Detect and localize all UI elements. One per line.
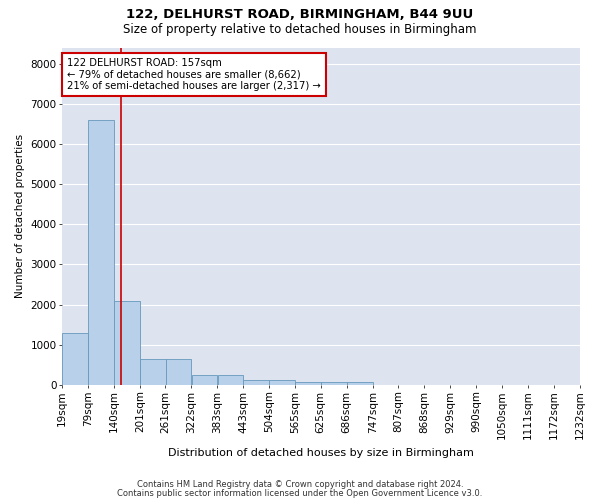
Bar (295, 382, 321, 385)
Bar (62, 332, 88, 385)
Text: Size of property relative to detached houses in Birmingham: Size of property relative to detached ho… (123, 22, 477, 36)
Bar (269, 380, 295, 385)
X-axis label: Distribution of detached houses by size in Birmingham: Distribution of detached houses by size … (168, 448, 474, 458)
Bar (191, 375, 217, 385)
Bar (88, 120, 114, 385)
Y-axis label: Number of detached properties: Number of detached properties (15, 134, 25, 298)
Bar (243, 380, 269, 385)
Text: 122, DELHURST ROAD, BIRMINGHAM, B44 9UU: 122, DELHURST ROAD, BIRMINGHAM, B44 9UU (127, 8, 473, 20)
Text: Contains public sector information licensed under the Open Government Licence v3: Contains public sector information licen… (118, 488, 482, 498)
Text: Contains HM Land Registry data © Crown copyright and database right 2024.: Contains HM Land Registry data © Crown c… (137, 480, 463, 489)
Bar (321, 382, 347, 385)
Bar (347, 382, 373, 385)
Bar (140, 359, 166, 385)
Text: 122 DELHURST ROAD: 157sqm
← 79% of detached houses are smaller (8,662)
21% of se: 122 DELHURST ROAD: 157sqm ← 79% of detac… (67, 58, 321, 91)
Bar (166, 359, 191, 385)
Bar (218, 375, 244, 385)
Bar (114, 300, 140, 385)
